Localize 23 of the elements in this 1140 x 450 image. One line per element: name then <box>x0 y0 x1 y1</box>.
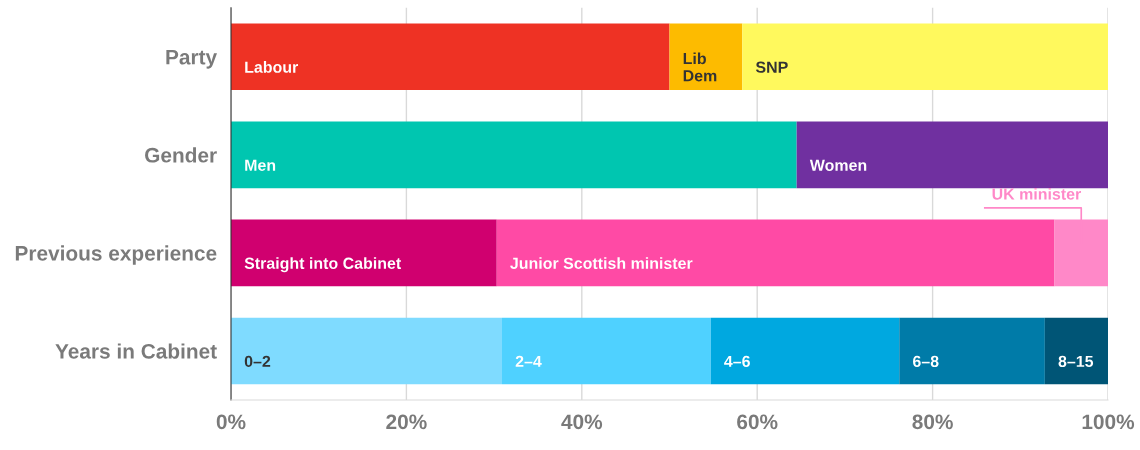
series-label: Men <box>245 159 276 171</box>
series-label: 2–4 <box>515 355 542 367</box>
series-label: Lib Dem <box>683 52 717 82</box>
x-tick-label: 20% <box>386 414 427 430</box>
y-tick-label: Party <box>166 50 217 69</box>
series-label: 8–15 <box>1058 355 1094 368</box>
y-tick-label: Previous experience <box>15 245 217 265</box>
x-tick-label: 60% <box>737 414 778 430</box>
series-label: 0–2 <box>244 355 271 368</box>
series-label: Labour <box>245 61 299 73</box>
y-tick-label: Years in Cabinet <box>55 343 217 359</box>
x-tick-label: 40% <box>561 414 603 430</box>
series-label: 6–8 <box>913 355 939 368</box>
x-tick-label: 0% <box>216 414 246 430</box>
series-label: SNP <box>755 61 788 73</box>
series-label: Women <box>809 159 867 171</box>
x-tick-label: 80% <box>912 414 953 430</box>
x-tick-label: 100% <box>1082 414 1135 430</box>
series-label: 4–6 <box>724 355 750 368</box>
y-tick-label: Gender <box>145 147 217 163</box>
series-label: UK minister <box>992 188 1082 200</box>
series-label: Straight into Cabinet <box>244 257 402 273</box>
series-label: Junior Scottish minister <box>510 257 693 269</box>
